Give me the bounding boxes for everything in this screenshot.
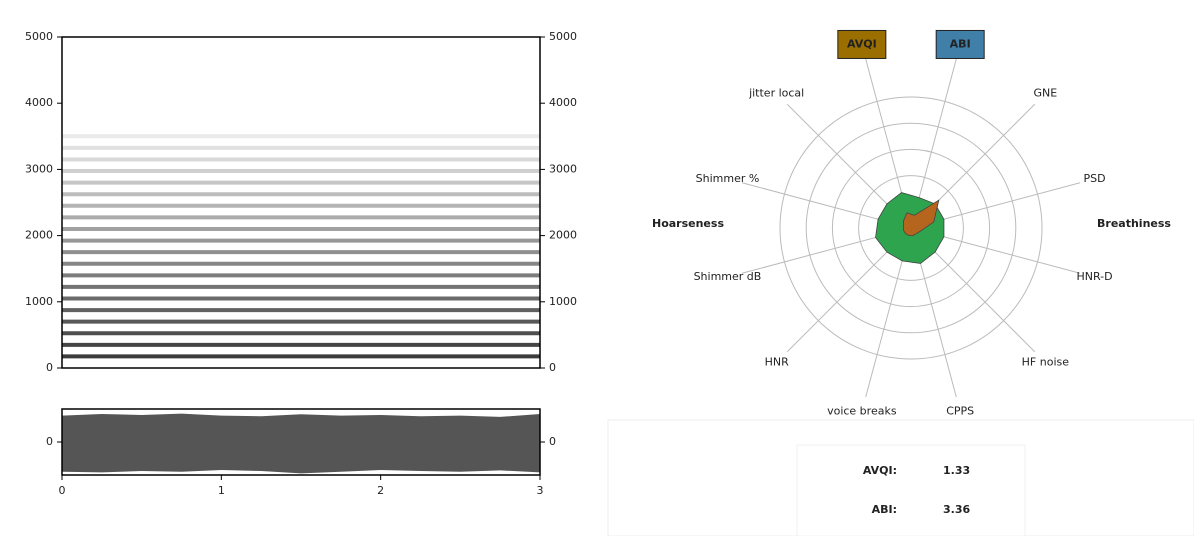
- x-tick-label: 2: [377, 484, 384, 497]
- score-label: ABI:: [872, 503, 897, 516]
- axis-label: CPPS: [946, 405, 974, 418]
- axis-label: HNR-D: [1076, 270, 1112, 283]
- x-tick-label: 3: [537, 484, 544, 497]
- score-value: 1.33: [943, 464, 970, 477]
- y-tick-label-right: 5000: [549, 30, 577, 43]
- y-tick-label-right: 0: [549, 361, 556, 374]
- score-box: [797, 445, 1025, 536]
- group-label: Breathiness: [1097, 217, 1171, 230]
- y-tick-label: 4000: [25, 96, 53, 109]
- group-label: Hoarseness: [652, 217, 724, 230]
- y-tick-label: 0: [46, 435, 53, 448]
- y-tick-label: 0: [46, 361, 53, 374]
- y-tick-label-right: 0: [549, 435, 556, 448]
- waveform-envelope: [62, 414, 540, 474]
- y-tick-label: 1000: [25, 295, 53, 308]
- axis-label: Shimmer %: [696, 172, 760, 185]
- y-tick-label-right: 2000: [549, 229, 577, 242]
- badge-label: ABI: [950, 37, 971, 50]
- axis-label: PSD: [1083, 172, 1105, 185]
- y-tick-label-right: 4000: [549, 96, 577, 109]
- axis-label: HF noise: [1022, 355, 1070, 368]
- x-tick-label: 0: [59, 484, 66, 497]
- badge-label: AVQI: [847, 37, 877, 50]
- axis-label: Shimmer dB: [694, 270, 762, 283]
- y-tick-label: 5000: [25, 30, 53, 43]
- y-tick-label: 2000: [25, 229, 53, 242]
- x-tick-label: 1: [218, 484, 225, 497]
- score-label: AVQI:: [863, 464, 897, 477]
- axis-label: jitter local: [748, 87, 804, 100]
- axis-label: GNE: [1033, 87, 1057, 100]
- score-value: 3.36: [943, 503, 970, 516]
- y-tick-label: 3000: [25, 162, 53, 175]
- plot-frame: [62, 37, 540, 368]
- app-screen: 0010001000200020003000300040004000500050…: [0, 0, 1194, 536]
- y-tick-label-right: 3000: [549, 162, 577, 175]
- axis-label: HNR: [765, 355, 790, 368]
- y-tick-label-right: 1000: [549, 295, 577, 308]
- axis-label: voice breaks: [827, 405, 897, 418]
